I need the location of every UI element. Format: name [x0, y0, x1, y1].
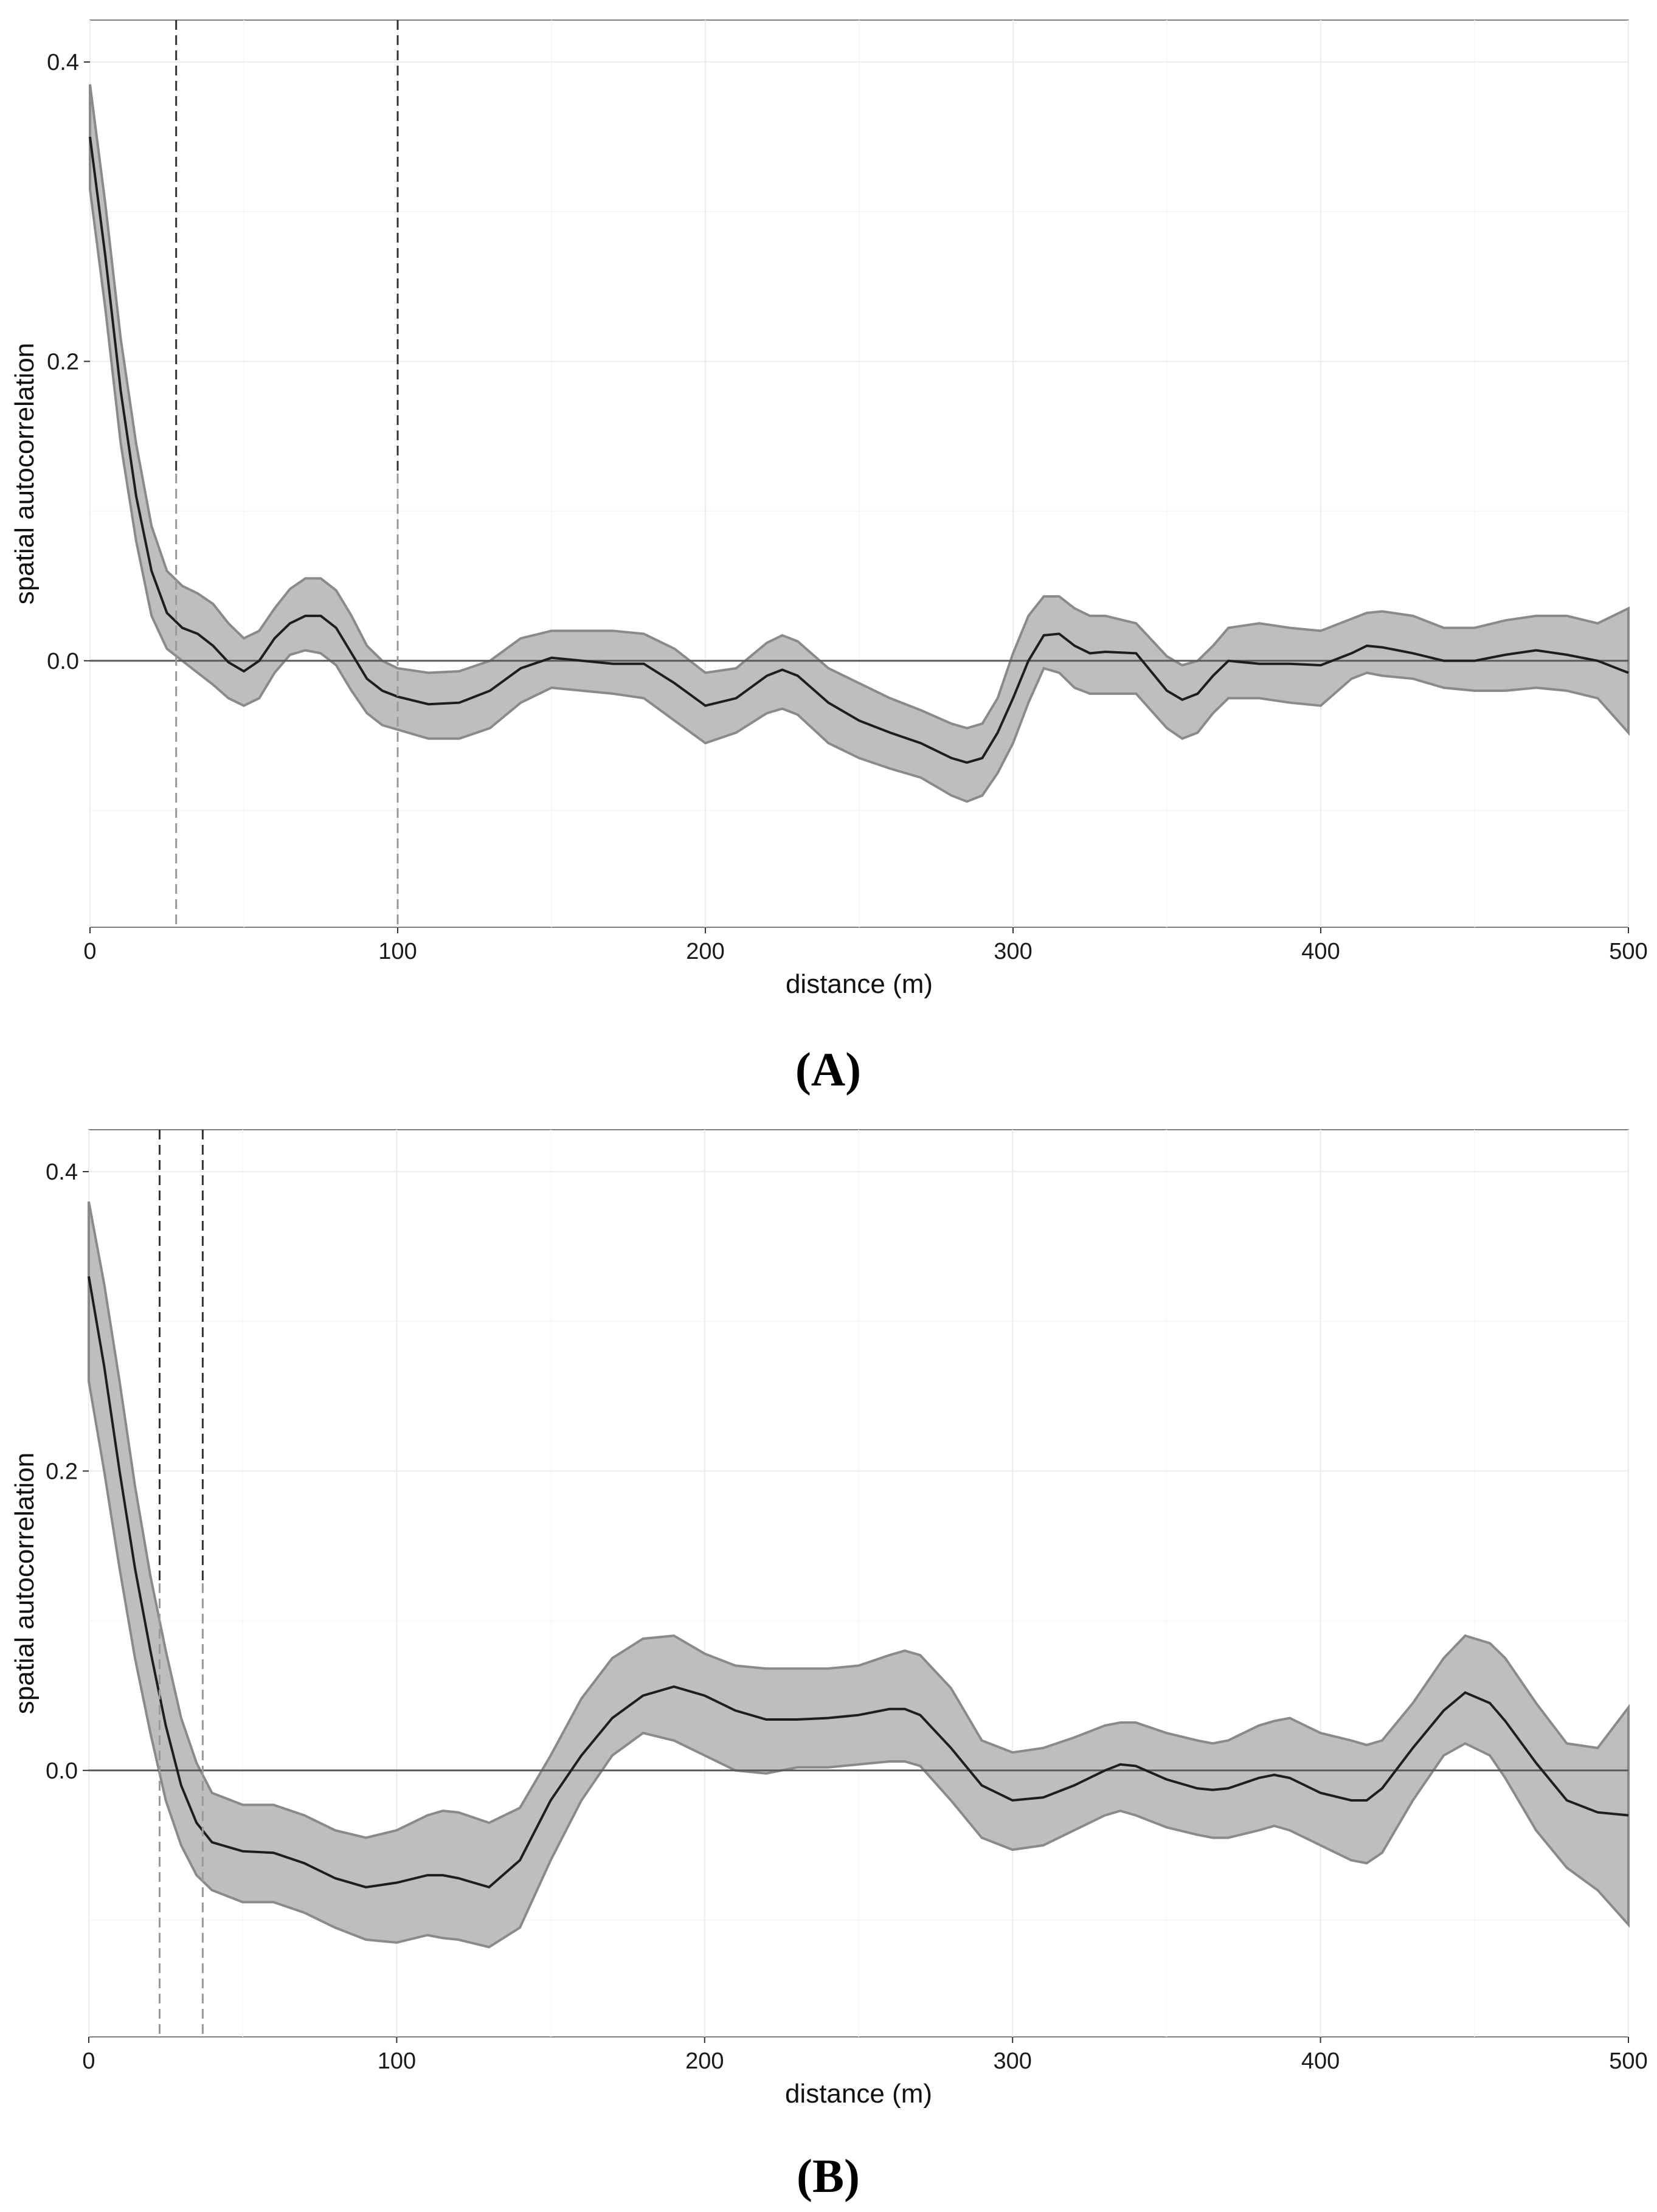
y-tick-label: 0.0: [46, 1758, 78, 1784]
mean-autocorrelation-line-a: [89, 136, 1629, 764]
panel-label-a: (A): [795, 1043, 861, 1096]
confidence-ribbon-a: [89, 84, 1630, 803]
x-tick-label: 0: [82, 2048, 95, 2074]
x-tick-label: 500: [1609, 939, 1647, 964]
chart-panel-a: 0 100 200 300 400 500 0.0 0.2 0.4 distance (m) spa…: [10, 19, 1648, 999]
y-tick-label: 0.0: [47, 649, 79, 674]
y-tick-label: 0.4: [46, 1160, 78, 1185]
x-tick-label: 200: [686, 939, 724, 964]
x-axis-title-a: distance (m): [786, 969, 933, 999]
x-tick-label: 400: [1301, 939, 1340, 964]
y-axis-title-a: spatial autocorrelation: [10, 343, 40, 604]
y-tick-label: 0.2: [47, 349, 79, 375]
x-tick-label: 300: [994, 939, 1032, 964]
x-tick-label: 200: [685, 2048, 724, 2074]
x-tick-label: 400: [1301, 2048, 1340, 2074]
x-tick-label: 500: [1609, 2048, 1647, 2074]
y-tick-label: 0.4: [47, 50, 79, 75]
x-tick-label: 0: [83, 939, 96, 964]
x-tick-label: 100: [378, 2048, 416, 2074]
x-tick-label: 100: [378, 939, 417, 964]
confidence-ribbon-b: [88, 1201, 1630, 1949]
y-tick-label: 0.2: [46, 1459, 78, 1484]
x-tick-label: 300: [993, 2048, 1031, 2074]
x-axis-title-b: distance (m): [785, 2079, 932, 2109]
mean-autocorrelation-line-b: [88, 1276, 1629, 1889]
panel-label-b: (B): [797, 2149, 860, 2202]
y-axis-title-b: spatial autocorrelation: [10, 1453, 40, 1714]
chart-panel-b: 0 100 200 300 400 500 0.0 0.2 0.4 distance (m) spa…: [10, 1129, 1648, 2109]
